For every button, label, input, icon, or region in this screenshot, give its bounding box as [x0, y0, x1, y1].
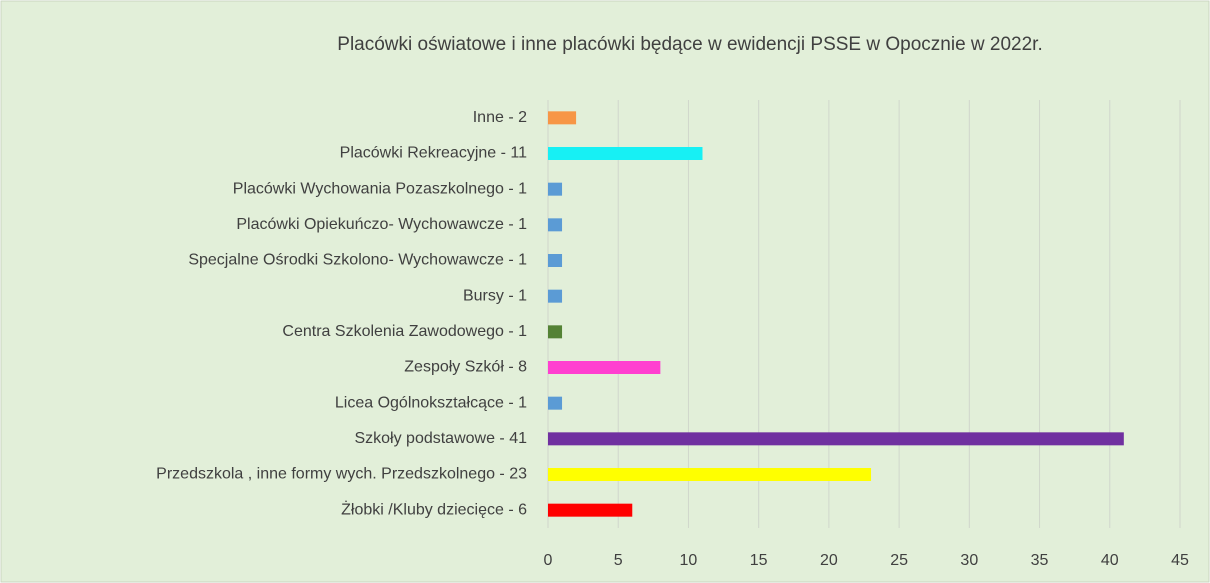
bar — [548, 254, 563, 267]
bar — [548, 111, 577, 125]
y-tick-label: Żłobki /Kluby dziecięce - 6 — [341, 499, 527, 518]
x-tick-label: 15 — [750, 552, 768, 569]
bar — [548, 361, 661, 374]
y-tick-label: Placówki Opiekuńczo- Wychowawcze - 1 — [236, 216, 527, 233]
y-tick-label: Inne - 2 — [473, 109, 527, 126]
y-tick-label: Szkoły podstawowe - 41 — [354, 430, 527, 447]
y-tick-label: Placówki Wychowania Pozaszkolnego - 1 — [233, 180, 527, 197]
bar — [548, 468, 872, 481]
bar — [548, 289, 563, 303]
x-tick-label: 10 — [680, 552, 698, 569]
x-tick-label: 25 — [890, 552, 908, 569]
bar — [548, 218, 563, 232]
x-tick-label: 30 — [960, 552, 978, 569]
bar — [548, 182, 563, 196]
y-tick-label: Przedszkola , inne formy wych. Przedszko… — [156, 466, 527, 483]
x-tick-label: 40 — [1101, 552, 1119, 569]
x-tick-label: 5 — [614, 552, 623, 569]
bar — [548, 503, 633, 517]
bar — [548, 396, 563, 410]
y-tick-label: Specjalne Ośrodki Szkolono- Wychowawcze … — [188, 252, 527, 269]
bar — [548, 432, 1124, 446]
x-tick-label: 35 — [1031, 552, 1049, 569]
x-tick-label: 45 — [1171, 552, 1189, 569]
y-tick-label: Zespoły Szkół - 8 — [404, 359, 527, 376]
bar — [548, 325, 563, 339]
y-tick-label: Placówki Rekreacyjne - 11 — [340, 145, 527, 162]
x-tick-label: 20 — [820, 552, 838, 569]
bar — [548, 147, 703, 160]
y-tick-label: Centra Szkolenia Zawodowego - 1 — [282, 323, 527, 340]
y-tick-label: Licea Ogólnokształcące - 1 — [335, 394, 527, 411]
y-tick-label: Bursy - 1 — [463, 287, 527, 304]
chart-title: Placówki oświatowe i inne placówki będąc… — [337, 34, 1042, 55]
x-tick-label: 0 — [544, 552, 553, 569]
